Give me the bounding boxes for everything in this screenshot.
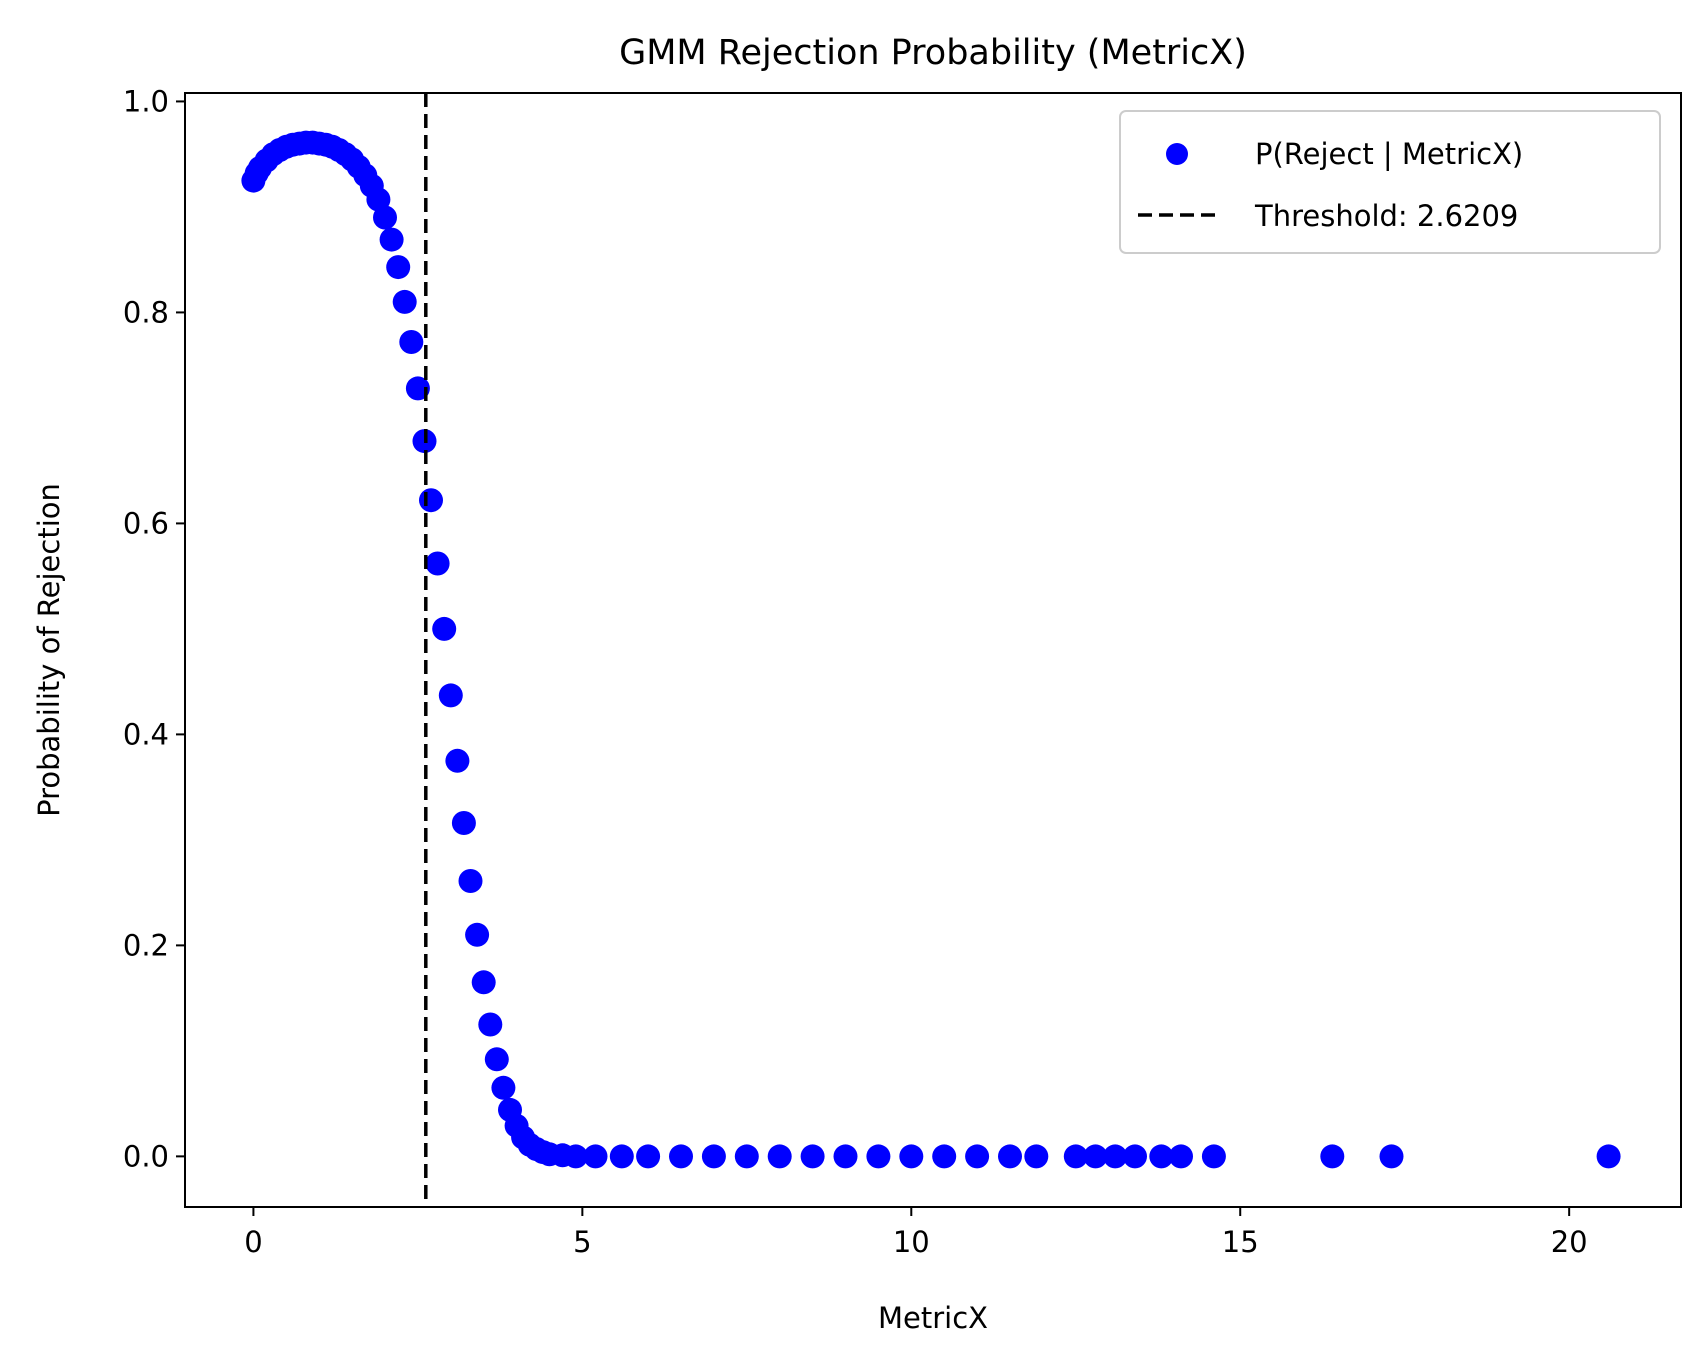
x-axis-label: MetricX	[878, 1301, 988, 1335]
legend-scatter-marker	[1166, 143, 1188, 165]
scatter-point-69	[1169, 1144, 1193, 1169]
scatter-point-55	[767, 1144, 792, 1169]
scatter-point-53	[701, 1144, 726, 1169]
scatter-point-60	[932, 1144, 957, 1169]
x-axis-ticks: 0 5 10 15 20	[244, 1207, 1588, 1259]
scatter-point-66	[1103, 1144, 1128, 1169]
scatter-point-57	[833, 1144, 858, 1169]
scatter-point-20	[366, 187, 391, 212]
x-tick-label-4: 20	[1551, 1225, 1588, 1259]
scatter-point-35	[465, 922, 490, 947]
scatter-point-37	[478, 1012, 503, 1037]
x-tick-label-2: 10	[893, 1225, 930, 1259]
scatter-point-70	[1201, 1144, 1226, 1169]
scatter-point-72	[1379, 1144, 1404, 1169]
scatter-point-62	[998, 1144, 1022, 1169]
scatter-point-71	[1320, 1144, 1345, 1169]
scatter-point-34	[458, 869, 483, 893]
scatter-point-59	[899, 1144, 924, 1169]
plot-frame	[184, 92, 1682, 1208]
scatter-point-52	[669, 1144, 693, 1169]
scatter-point-39	[491, 1075, 516, 1100]
scatter-point-26	[405, 376, 430, 401]
scatter-point-48	[563, 1144, 588, 1169]
y-tick-label-1: 0.2	[123, 928, 169, 962]
scatter-point-30	[432, 616, 457, 641]
legend: P(Reject | MetricX) Threshold: 2.6209	[1119, 110, 1661, 254]
scatter-point-51	[636, 1144, 661, 1169]
scatter-point-68	[1149, 1144, 1174, 1169]
scatter-point-33	[451, 811, 476, 835]
scatter-point-23	[386, 255, 411, 280]
scatter-point-67	[1123, 1144, 1147, 1169]
x-tick-label-1: 5	[573, 1225, 591, 1259]
scatter-point-61	[965, 1144, 990, 1169]
scatter-point-73	[1596, 1144, 1621, 1169]
y-tick-label-5: 1.0	[123, 84, 169, 118]
scatter-point-32	[445, 748, 470, 773]
scatter-point-58	[866, 1144, 891, 1169]
plot-marks	[241, 93, 1621, 1207]
legend-label-reject: P(Reject | MetricX)	[1255, 137, 1523, 171]
scatter-point-65	[1083, 1144, 1108, 1169]
scatter-point-22	[379, 227, 404, 252]
scatter-point-56	[800, 1144, 825, 1169]
scatter-point-63	[1024, 1144, 1049, 1169]
legend-box	[1119, 110, 1661, 254]
chart-title: GMM Rejection Probability (MetricX)	[619, 33, 1247, 73]
scatter-point-21	[373, 205, 397, 230]
scatter-point-54	[734, 1144, 759, 1169]
x-tick-label-3: 15	[1222, 1225, 1259, 1259]
y-axis-ticks: 0.0 0.2 0.4 0.6 0.8 1.0	[123, 84, 185, 1173]
y-axis-label: Probability of Rejection	[32, 483, 66, 817]
scatter-point-31	[438, 683, 463, 708]
scatter-point-49	[583, 1144, 608, 1169]
scatter-point-25	[399, 330, 424, 354]
y-tick-label-3: 0.6	[123, 506, 169, 540]
scatter-point-29	[425, 551, 450, 576]
scatter-point-28	[419, 488, 443, 513]
x-tick-label-0: 0	[244, 1225, 262, 1259]
y-tick-label-4: 0.8	[123, 295, 169, 329]
scatter-point-38	[484, 1047, 509, 1072]
y-tick-label-2: 0.4	[123, 717, 169, 751]
legend-label-threshold: Threshold: 2.6209	[1254, 199, 1518, 233]
scatter-point-50	[609, 1144, 634, 1169]
scatter-point-24	[392, 289, 417, 314]
scatter-point-64	[1063, 1144, 1088, 1169]
y-tick-label-0: 0.0	[123, 1139, 169, 1173]
scatter-point-36	[471, 970, 496, 995]
